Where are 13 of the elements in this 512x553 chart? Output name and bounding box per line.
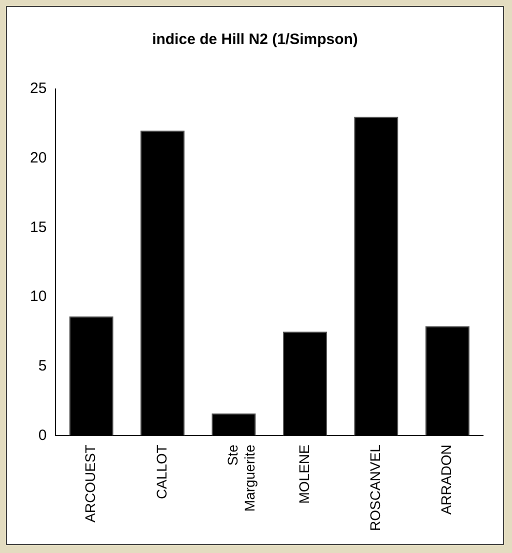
x-tick-label: ROSCANVEL xyxy=(367,444,384,531)
x-tick-label: Ste Marguerite xyxy=(224,444,258,512)
y-tick-label: 15 xyxy=(30,218,47,236)
chart-title: indice de Hill N2 (1/Simpson) xyxy=(152,31,358,48)
x-tick-label: CALLOT xyxy=(153,444,170,500)
y-tick-label: 10 xyxy=(30,288,47,306)
y-tick-label: 20 xyxy=(30,149,47,166)
x-tick-label: ARCOUEST xyxy=(82,444,98,522)
y-tick-label: 5 xyxy=(38,357,47,374)
y-tick-label: 0 xyxy=(38,426,47,444)
y-tick-label: 25 xyxy=(30,80,47,98)
x-tick-label: ARRADON xyxy=(438,444,454,515)
x-tick-label: MOLENE xyxy=(296,444,312,504)
